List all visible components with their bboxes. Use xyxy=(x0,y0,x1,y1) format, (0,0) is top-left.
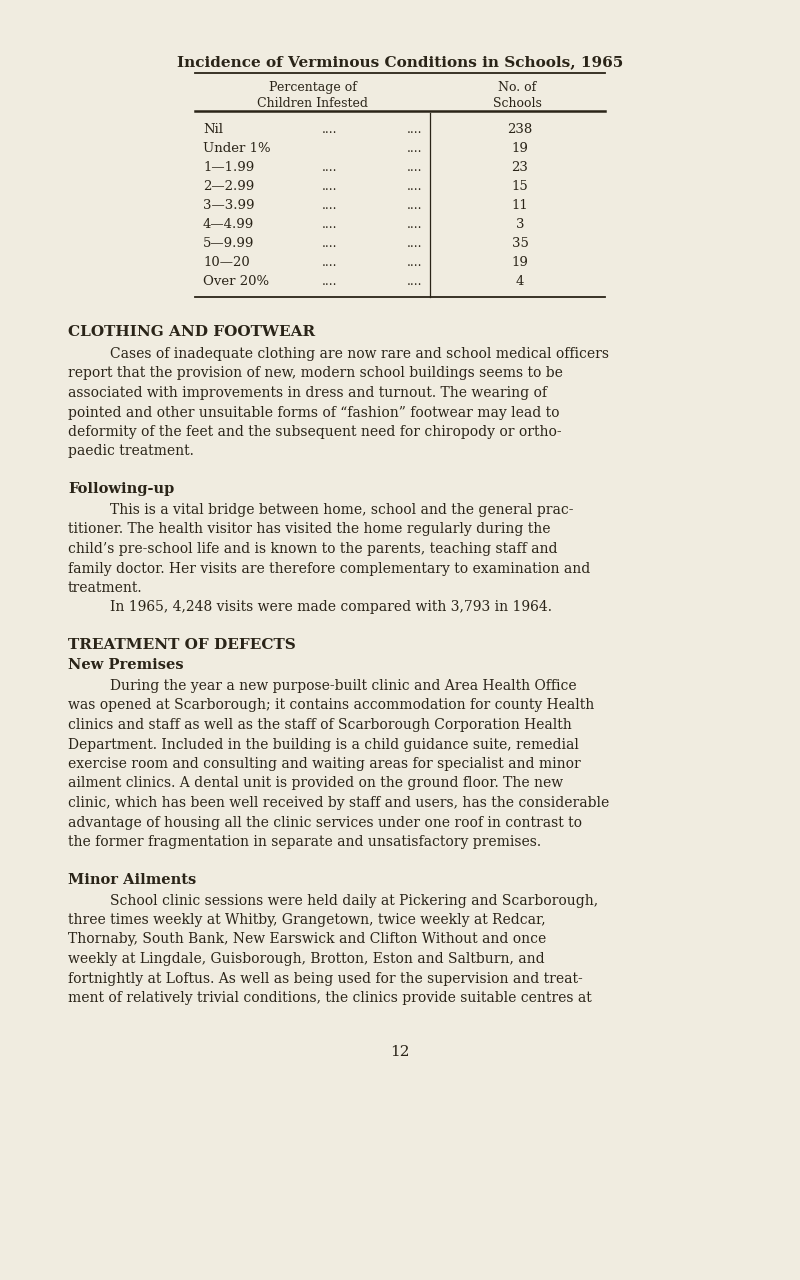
Text: titioner. The health visitor has visited the home regularly during the: titioner. The health visitor has visited… xyxy=(68,522,550,536)
Text: exercise room and consulting and waiting areas for specialist and minor: exercise room and consulting and waiting… xyxy=(68,756,581,771)
Text: report that the provision of new, modern school buildings seems to be: report that the provision of new, modern… xyxy=(68,366,563,380)
Text: 5—9.99: 5—9.99 xyxy=(203,237,254,250)
Text: fortnightly at Loftus. As well as being used for the supervision and treat-: fortnightly at Loftus. As well as being … xyxy=(68,972,582,986)
Text: No. of: No. of xyxy=(498,81,537,93)
Text: 35: 35 xyxy=(511,237,529,250)
Text: New Premises: New Premises xyxy=(68,658,184,672)
Text: 11: 11 xyxy=(512,198,528,212)
Text: ....: .... xyxy=(322,198,338,212)
Text: ....: .... xyxy=(407,237,422,250)
Text: 12: 12 xyxy=(390,1046,410,1060)
Text: child’s pre-school life and is known to the parents, teaching staff and: child’s pre-school life and is known to … xyxy=(68,541,558,556)
Text: paedic treatment.: paedic treatment. xyxy=(68,444,194,458)
Text: deformity of the feet and the subsequent need for chiropody or ortho-: deformity of the feet and the subsequent… xyxy=(68,425,562,439)
Text: 15: 15 xyxy=(512,180,528,193)
Text: ....: .... xyxy=(407,275,422,288)
Text: Minor Ailments: Minor Ailments xyxy=(68,873,196,887)
Text: advantage of housing all the clinic services under one roof in contrast to: advantage of housing all the clinic serv… xyxy=(68,815,582,829)
Text: 3: 3 xyxy=(516,218,524,230)
Text: ....: .... xyxy=(407,218,422,230)
Text: Incidence of Verminous Conditions in Schools, 1965: Incidence of Verminous Conditions in Sch… xyxy=(177,55,623,69)
Text: ailment clinics. A dental unit is provided on the ground floor. The new: ailment clinics. A dental unit is provid… xyxy=(68,777,563,791)
Text: TREATMENT OF DEFECTS: TREATMENT OF DEFECTS xyxy=(68,637,296,652)
Text: clinic, which has been well received by staff and users, has the considerable: clinic, which has been well received by … xyxy=(68,796,610,810)
Text: ....: .... xyxy=(322,256,338,269)
Text: Cases of inadequate clothing are now rare and school medical officers: Cases of inadequate clothing are now rar… xyxy=(110,347,609,361)
Text: 10—20: 10—20 xyxy=(203,256,250,269)
Text: CLOTHING AND FOOTWEAR: CLOTHING AND FOOTWEAR xyxy=(68,325,315,339)
Text: Schools: Schools xyxy=(493,97,542,110)
Text: associated with improvements in dress and turnout. The wearing of: associated with improvements in dress an… xyxy=(68,387,547,399)
Text: Children Infested: Children Infested xyxy=(257,97,368,110)
Text: ....: .... xyxy=(407,180,422,193)
Text: 4—4.99: 4—4.99 xyxy=(203,218,254,230)
Text: Over 20%: Over 20% xyxy=(203,275,269,288)
Text: Nil: Nil xyxy=(203,123,223,136)
Text: weekly at Lingdale, Guisborough, Brotton, Eston and Saltburn, and: weekly at Lingdale, Guisborough, Brotton… xyxy=(68,952,545,966)
Text: 3—3.99: 3—3.99 xyxy=(203,198,254,212)
Text: Percentage of: Percentage of xyxy=(269,81,357,93)
Text: ....: .... xyxy=(407,256,422,269)
Text: ment of relatively trivial conditions, the clinics provide suitable centres at: ment of relatively trivial conditions, t… xyxy=(68,991,592,1005)
Text: 4: 4 xyxy=(516,275,524,288)
Text: This is a vital bridge between home, school and the general prac-: This is a vital bridge between home, sch… xyxy=(110,503,574,517)
Text: ....: .... xyxy=(407,198,422,212)
Text: ....: .... xyxy=(322,180,338,193)
Text: Under 1%: Under 1% xyxy=(203,142,270,155)
Text: 19: 19 xyxy=(511,256,529,269)
Text: 238: 238 xyxy=(507,123,533,136)
Text: ....: .... xyxy=(407,123,422,136)
Text: ....: .... xyxy=(407,161,422,174)
Text: was opened at Scarborough; it contains accommodation for county Health: was opened at Scarborough; it contains a… xyxy=(68,699,594,713)
Text: Following-up: Following-up xyxy=(68,483,174,495)
Text: ....: .... xyxy=(322,161,338,174)
Text: In 1965, 4,248 visits were made compared with 3,793 in 1964.: In 1965, 4,248 visits were made compared… xyxy=(110,600,552,614)
Text: ....: .... xyxy=(322,275,338,288)
Text: 1—1.99: 1—1.99 xyxy=(203,161,254,174)
Text: 23: 23 xyxy=(511,161,529,174)
Text: family doctor. Her visits are therefore complementary to examination and: family doctor. Her visits are therefore … xyxy=(68,562,590,576)
Text: ....: .... xyxy=(322,123,338,136)
Text: three times weekly at Whitby, Grangetown, twice weekly at Redcar,: three times weekly at Whitby, Grangetown… xyxy=(68,913,546,927)
Text: the former fragmentation in separate and unsatisfactory premises.: the former fragmentation in separate and… xyxy=(68,835,541,849)
Text: Thornaby, South Bank, New Earswick and Clifton Without and once: Thornaby, South Bank, New Earswick and C… xyxy=(68,933,546,946)
Text: During the year a new purpose-built clinic and Area Health Office: During the year a new purpose-built clin… xyxy=(110,678,577,692)
Text: clinics and staff as well as the staff of Scarborough Corporation Health: clinics and staff as well as the staff o… xyxy=(68,718,572,732)
Text: ....: .... xyxy=(322,237,338,250)
Text: 19: 19 xyxy=(511,142,529,155)
Text: Department. Included in the building is a child guidance suite, remedial: Department. Included in the building is … xyxy=(68,737,579,751)
Text: treatment.: treatment. xyxy=(68,581,142,595)
Text: ....: .... xyxy=(322,218,338,230)
Text: School clinic sessions were held daily at Pickering and Scarborough,: School clinic sessions were held daily a… xyxy=(110,893,598,908)
Text: pointed and other unsuitable forms of “fashion” footwear may lead to: pointed and other unsuitable forms of “f… xyxy=(68,406,559,420)
Text: 2—2.99: 2—2.99 xyxy=(203,180,254,193)
Text: ....: .... xyxy=(407,142,422,155)
